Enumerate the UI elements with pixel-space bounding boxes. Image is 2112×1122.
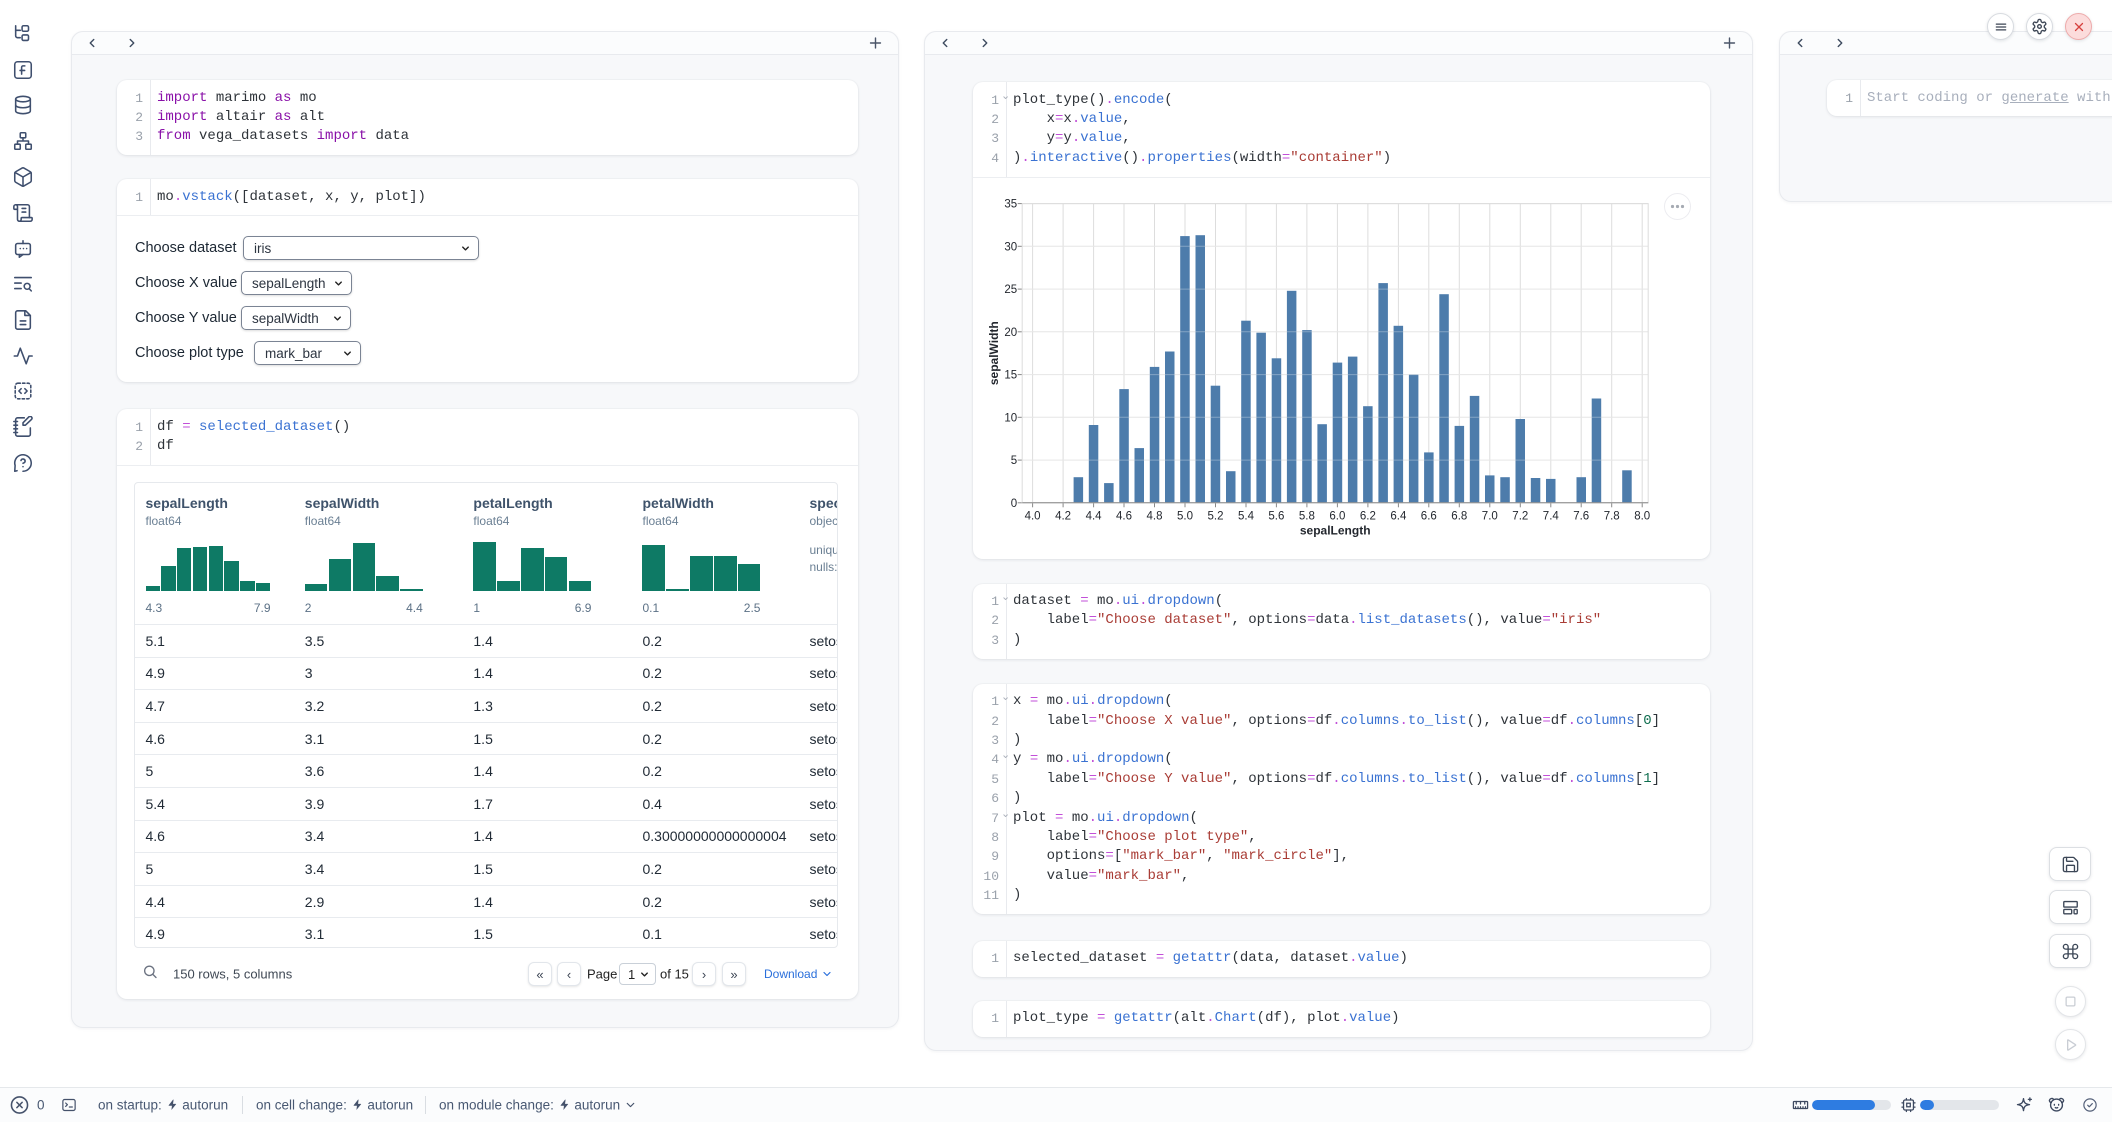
svg-text:6.2: 6.2 [1360, 510, 1376, 522]
svg-text:15: 15 [1004, 370, 1017, 382]
svg-text:6.8: 6.8 [1451, 510, 1467, 522]
svg-text:7.4: 7.4 [1543, 510, 1560, 522]
svg-text:5.4: 5.4 [1238, 510, 1255, 522]
svg-text:6.4: 6.4 [1390, 510, 1407, 522]
svg-text:7.0: 7.0 [1482, 510, 1498, 522]
svg-text:0: 0 [1011, 498, 1017, 510]
svg-text:35: 35 [1004, 199, 1017, 211]
svg-text:5.6: 5.6 [1268, 510, 1284, 522]
svg-text:30: 30 [1004, 241, 1017, 253]
svg-text:20: 20 [1004, 327, 1017, 339]
svg-text:5.2: 5.2 [1208, 510, 1224, 522]
svg-text:25: 25 [1004, 284, 1017, 296]
svg-text:7.8: 7.8 [1604, 510, 1620, 522]
svg-text:4.2: 4.2 [1055, 510, 1071, 522]
svg-text:5: 5 [1011, 455, 1017, 467]
svg-text:8.0: 8.0 [1634, 510, 1650, 522]
svg-text:7.6: 7.6 [1573, 510, 1589, 522]
svg-text:4.4: 4.4 [1086, 510, 1103, 522]
svg-text:4.0: 4.0 [1025, 510, 1041, 522]
svg-text:6.0: 6.0 [1329, 510, 1345, 522]
svg-text:6.6: 6.6 [1421, 510, 1437, 522]
svg-text:sepalLength: sepalLength [1300, 523, 1371, 537]
svg-text:5.0: 5.0 [1177, 510, 1193, 522]
svg-text:4.6: 4.6 [1116, 510, 1132, 522]
svg-text:4.8: 4.8 [1147, 510, 1163, 522]
svg-text:10: 10 [1004, 412, 1017, 424]
svg-text:7.2: 7.2 [1512, 510, 1528, 522]
svg-text:sepalWidth: sepalWidth [987, 321, 1001, 385]
svg-text:5.8: 5.8 [1299, 510, 1315, 522]
